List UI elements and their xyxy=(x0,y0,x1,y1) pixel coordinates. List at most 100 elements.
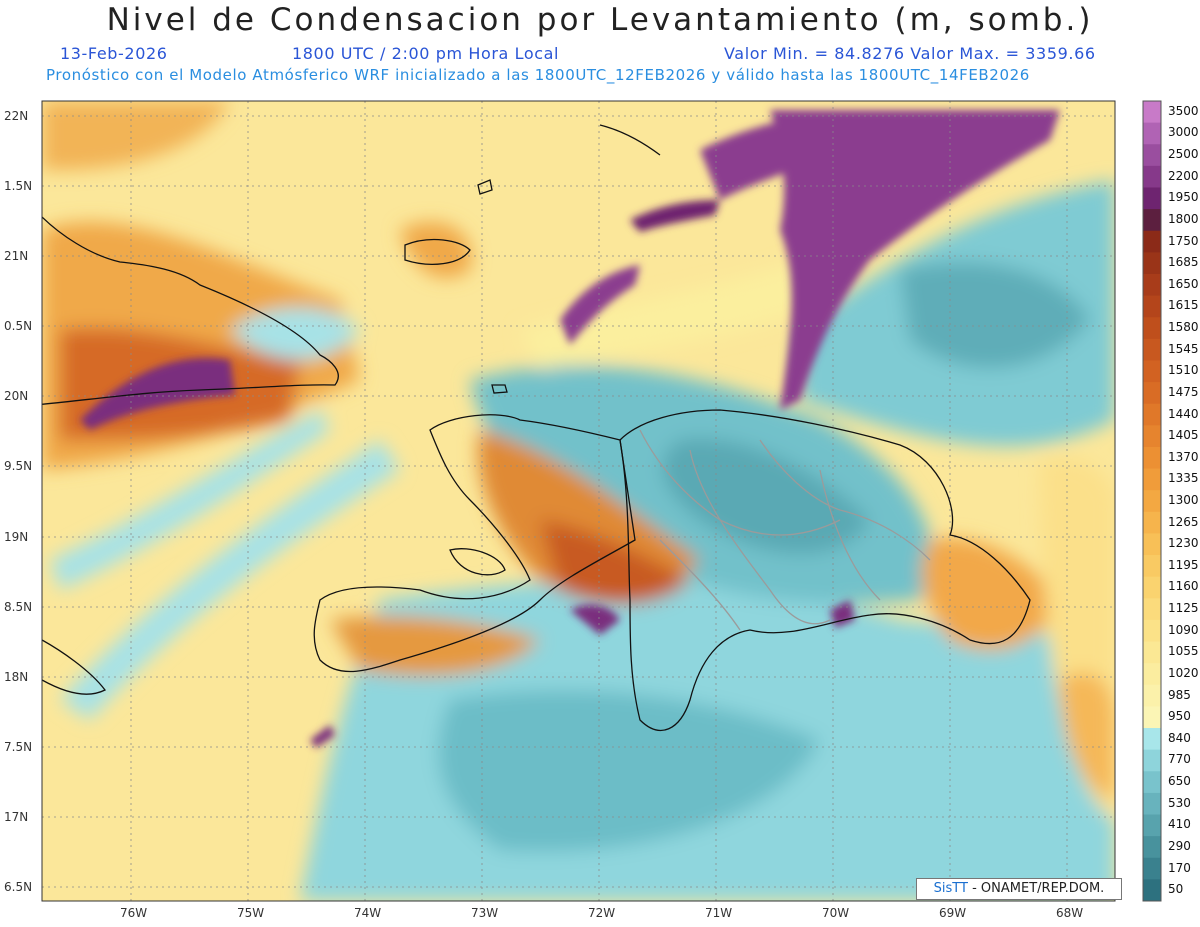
colorbar-label: 1335 xyxy=(1168,471,1199,486)
colorbar-label: 1510 xyxy=(1168,363,1199,378)
lon-label: 74W xyxy=(354,906,382,920)
lon-label: 70W xyxy=(822,906,850,920)
colorbar-label: 950 xyxy=(1168,709,1191,724)
gonave-island xyxy=(449,548,506,576)
colorbar-swatch xyxy=(1143,857,1161,880)
colorbar-swatch xyxy=(1143,295,1161,318)
lon-label: 68W xyxy=(1056,906,1084,920)
colorbar-swatch xyxy=(1143,360,1161,383)
colorbar-label: 1055 xyxy=(1168,644,1199,659)
colorbar-swatch xyxy=(1143,144,1161,167)
colorbar-label: 170 xyxy=(1168,860,1191,875)
lat-label: 22N xyxy=(4,109,29,123)
jamaica-coastline xyxy=(42,639,106,695)
forecast-time: 1800 UTC / 2:00 pm Hora Local xyxy=(292,44,560,63)
colorbar-label: 1195 xyxy=(1168,557,1199,572)
colorbar-label: 1300 xyxy=(1168,493,1199,507)
colorbar-swatch xyxy=(1143,273,1161,297)
colorbar-swatch xyxy=(1143,230,1161,253)
colorbar-label: 1800 xyxy=(1168,211,1199,226)
colorbar-swatch xyxy=(1143,792,1161,816)
colorbar-swatch xyxy=(1143,317,1161,340)
colorbar-label: 2200 xyxy=(1168,168,1199,183)
colorbar-swatch xyxy=(1143,446,1161,470)
lat-label: 7.5N xyxy=(4,740,33,754)
colorbar-label: 1615 xyxy=(1168,298,1199,313)
colorbar-swatch xyxy=(1143,533,1161,556)
colorbar-label: 1950 xyxy=(1168,190,1199,205)
plot-frame xyxy=(41,100,1116,902)
colorbar-label: 1370 xyxy=(1168,449,1199,464)
colorbar-label: 3500 xyxy=(1168,103,1199,118)
forecast-date: 13-Feb-2026 xyxy=(60,44,168,63)
colorbar-swatch xyxy=(1143,382,1161,405)
bahamas-island-2 xyxy=(477,179,493,195)
colorbar-label: 410 xyxy=(1168,817,1191,832)
colorbar-label: 1405 xyxy=(1168,428,1199,443)
colorbar-swatch xyxy=(1143,511,1161,534)
lon-label: 75W xyxy=(237,906,265,920)
colorbar-swatch xyxy=(1143,555,1161,578)
colorbar-label: 1020 xyxy=(1168,665,1199,680)
model-info-line: Pronóstico con el Modelo Atmósferico WRF… xyxy=(46,66,1030,84)
colorbar xyxy=(1142,100,1162,902)
colorbar-swatch xyxy=(1143,749,1161,772)
colorbar-label: 985 xyxy=(1168,687,1191,702)
colorbar-swatch xyxy=(1143,252,1161,275)
colorbar-swatch xyxy=(1143,706,1161,729)
lat-label: 18N xyxy=(4,670,29,684)
lat-label: 6.5N xyxy=(4,880,33,894)
lat-label: 20N xyxy=(4,389,29,403)
lon-label: 69W xyxy=(939,906,967,920)
lat-label: 8.5N xyxy=(4,600,33,614)
colorbar-swatch xyxy=(1143,879,1161,902)
lon-label: 71W xyxy=(705,906,733,920)
colorbar-label: 1650 xyxy=(1168,276,1199,291)
colorbar-label: 1160 xyxy=(1168,579,1199,594)
colorbar-label: 1090 xyxy=(1168,622,1199,637)
haiti-coastline xyxy=(313,414,636,673)
colorbar-swatch xyxy=(1143,598,1161,621)
lat-label: 19N xyxy=(4,530,29,544)
min-max-values: Valor Min. = 84.8276 Valor Max. = 3359.6… xyxy=(724,44,1096,63)
turks-caicos xyxy=(491,384,508,394)
lon-label: 72W xyxy=(588,906,616,920)
lat-label: 21N xyxy=(4,249,29,263)
colorbar-swatch xyxy=(1143,836,1161,859)
lat-label: 0.5N xyxy=(4,319,33,333)
sistt-logo: SisTT xyxy=(933,881,968,896)
colorbar-label: 1580 xyxy=(1168,320,1199,335)
colorbar-swatch xyxy=(1143,425,1161,448)
colorbar-label: 840 xyxy=(1168,730,1191,745)
colorbar-swatch xyxy=(1143,403,1161,426)
colorbar-swatch xyxy=(1143,641,1161,664)
colorbar-label: 1475 xyxy=(1168,384,1199,399)
bahamas-island-3 xyxy=(599,124,661,156)
colorbar-label: 1750 xyxy=(1168,233,1199,248)
map-title: Nivel de Condensacion por Levantamiento … xyxy=(106,2,1094,38)
dominican-republic-coastline xyxy=(619,409,1031,731)
colorbar-swatch xyxy=(1143,814,1161,837)
colorbar-swatch xyxy=(1143,165,1161,188)
colorbar-label: 3000 xyxy=(1168,125,1199,140)
colorbar-label: 50 xyxy=(1168,882,1184,897)
lon-label: 76W xyxy=(120,906,148,920)
colorbar-label: 770 xyxy=(1168,752,1191,767)
shaded-field xyxy=(42,101,1115,901)
lat-label: 1.5N xyxy=(4,179,33,193)
colorbar-label: 650 xyxy=(1168,774,1191,789)
colorbar-swatch xyxy=(1143,663,1161,686)
colorbar-swatch xyxy=(1143,576,1161,599)
colorbar-swatch xyxy=(1143,619,1161,643)
colorbar-swatch xyxy=(1143,728,1161,751)
colorbar-frame xyxy=(1142,100,1162,902)
colorbar-swatch xyxy=(1143,684,1161,707)
credit-text: - ONAMET/REP.DOM. xyxy=(972,881,1105,896)
colorbar-swatch xyxy=(1143,338,1161,361)
colorbar-swatch xyxy=(1143,101,1161,124)
colorbar-swatch xyxy=(1143,187,1161,210)
colorbar-swatch xyxy=(1143,490,1161,513)
colorbar-label: 1265 xyxy=(1168,514,1199,529)
bahamas-island-1 xyxy=(404,238,471,265)
